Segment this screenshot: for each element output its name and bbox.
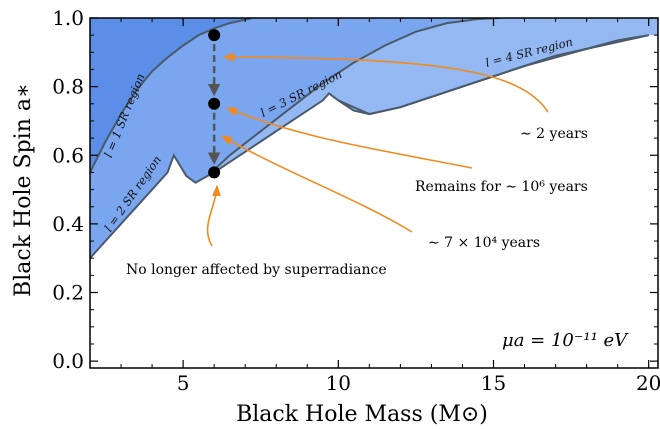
l1-sr-region	[90, 18, 252, 173]
annotation-7e4-years: ∼ 7 × 10⁴ years	[428, 235, 540, 251]
x-axis-title: Black Hole Mass (M⊙)	[236, 402, 488, 427]
evolution-point-3	[208, 166, 221, 179]
arrow-2-years	[222, 52, 549, 113]
sr-regions	[90, 18, 658, 259]
y-tick-label: 0.8	[52, 75, 84, 99]
l2-boundary-line	[90, 18, 500, 259]
x-axis: 5 10 15 20	[120, 18, 660, 395]
parameter-label: μa = 10⁻¹¹ eV	[502, 330, 629, 351]
annotation-no-longer: No longer affected by superradiance	[126, 262, 387, 278]
x-tick-label: 20	[636, 371, 660, 395]
arrow-remains	[225, 107, 473, 169]
y-tick-label: 0.0	[52, 349, 84, 373]
evolution-point-1	[208, 29, 221, 42]
evolution-points	[208, 29, 221, 179]
annotation-arrows	[206, 52, 549, 247]
x-tick-label: 15	[481, 371, 506, 395]
y-tick-label: 0.4	[52, 212, 84, 236]
y-tick-label: 0.2	[52, 281, 84, 305]
evolution-point-2	[208, 97, 221, 110]
l2-sr-region	[90, 18, 658, 259]
y-tick-label: 0.6	[52, 143, 84, 167]
x-tick-label: 10	[326, 371, 351, 395]
annotation-2-years: ∼ 2 years	[520, 126, 588, 142]
arrow-7e4-years	[221, 135, 413, 233]
x-tick-label: 5	[177, 371, 190, 395]
annotation-remains: Remains for ∼ 10⁶ years	[415, 179, 588, 195]
l4-boundary-line	[337, 34, 649, 116]
plot-frame	[89, 17, 659, 369]
arrow-no-longer	[206, 184, 222, 247]
l1-boundary-line	[90, 18, 252, 173]
y-axis-title: Black Hole Spin a∗	[11, 83, 36, 297]
y-tick-label: 1.0	[52, 6, 84, 30]
y-axis: 0.0 0.2 0.4 0.6 0.8 1.0	[52, 6, 658, 373]
